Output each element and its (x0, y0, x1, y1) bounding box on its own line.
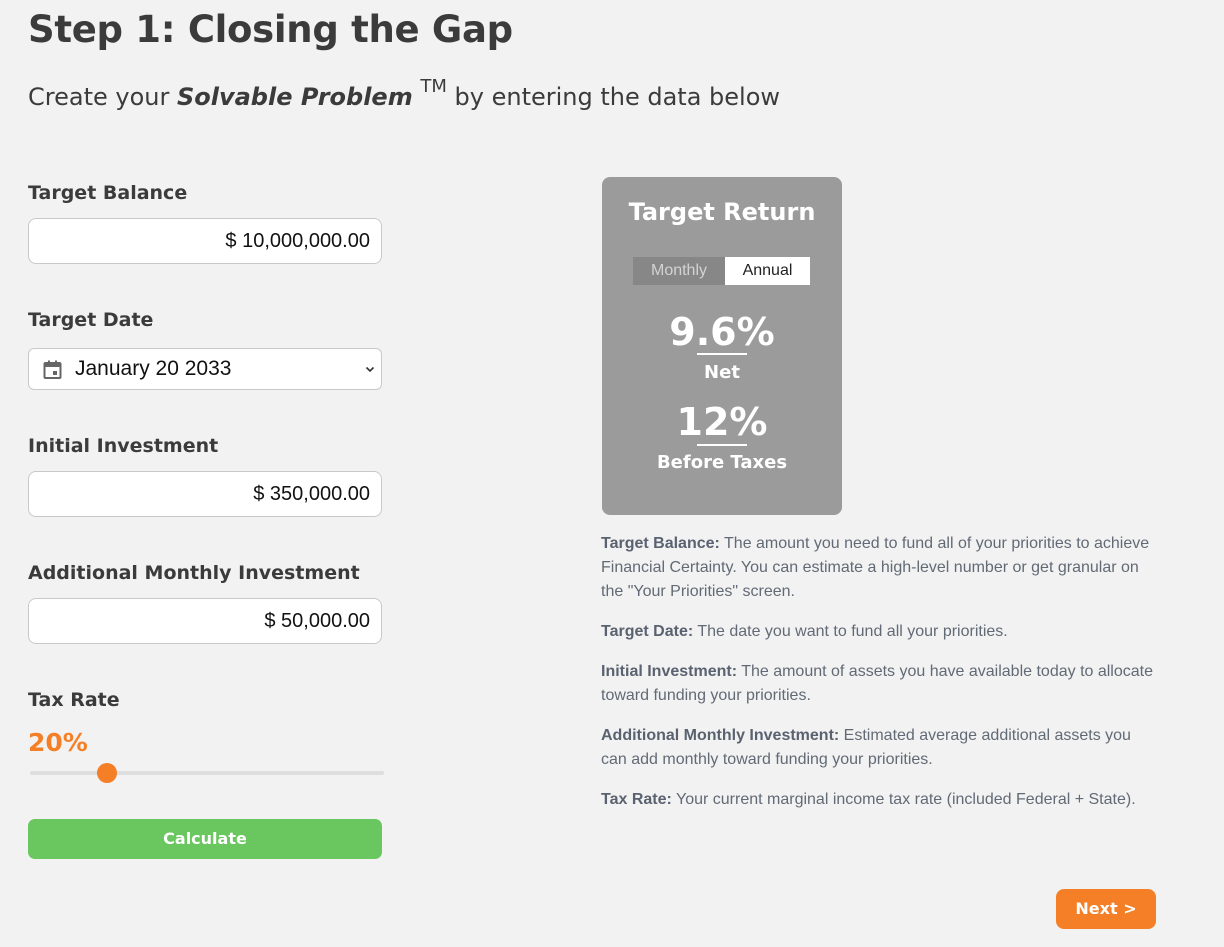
gross-return-value: 12% (676, 400, 768, 444)
description-term: Initial Investment: (601, 663, 738, 680)
page-title: Step 1: Closing the Gap (28, 8, 513, 51)
description-text: The amount you need to fund all of your … (601, 535, 1150, 600)
description-text: The date you want to fund all your prior… (693, 623, 1008, 640)
period-toggle: Monthly Annual (633, 257, 810, 285)
trademark-mark: TM (420, 76, 447, 97)
description-term: Target Date: (601, 623, 694, 640)
calendar-icon (43, 360, 62, 379)
description-text: The amount of assets you have available … (601, 663, 1153, 704)
target-balance-label: Target Balance (28, 182, 188, 204)
toggle-monthly[interactable]: Monthly (633, 257, 725, 285)
description-tax-rate: Tax Rate: Your current marginal income t… (601, 788, 1161, 812)
description-text: Estimated average additional assets you … (601, 727, 1131, 768)
description-target-date: Target Date: The date you want to fund a… (601, 620, 1161, 644)
tax-rate-label: Tax Rate (28, 689, 120, 711)
target-date-value: January 20 2033 (75, 357, 232, 380)
initial-investment-label: Initial Investment (28, 435, 219, 457)
description-text: Your current marginal income tax rate (i… (671, 791, 1136, 808)
page-subtitle: Create your Solvable Problem TM by enter… (28, 76, 781, 111)
description-term: Target Balance: (601, 535, 720, 552)
description-term: Additional Monthly Investment: (601, 727, 840, 744)
net-divider (697, 353, 747, 355)
tax-rate-value: 20% (28, 728, 88, 757)
net-return-label: Net (704, 362, 740, 383)
target-balance-input[interactable]: $ 10,000,000.00 (28, 218, 382, 264)
tax-rate-slider-track[interactable] (30, 771, 384, 775)
subtitle-suffix: by entering the data below (446, 83, 781, 111)
gross-divider (697, 444, 747, 446)
target-date-label: Target Date (28, 309, 154, 331)
initial-investment-input[interactable]: $ 350,000.00 (28, 471, 382, 517)
toggle-annual[interactable]: Annual (725, 257, 810, 285)
chevron-down-icon (365, 366, 375, 373)
net-return-value: 9.6% (669, 310, 775, 354)
description-target-balance: Target Balance: The amount you need to f… (601, 532, 1161, 604)
target-return-card: Target Return Monthly Annual 9.6% Net 12… (602, 177, 842, 515)
target-return-title: Target Return (628, 198, 816, 226)
tax-rate-slider-handle[interactable] (97, 763, 117, 783)
monthly-investment-input[interactable]: $ 50,000.00 (28, 598, 382, 644)
subtitle-emphasis: Solvable Problem (176, 83, 413, 111)
next-button[interactable]: Next > (1056, 889, 1156, 929)
description-term: Tax Rate: (601, 791, 672, 808)
monthly-investment-label: Additional Monthly Investment (28, 562, 360, 584)
gross-return-label: Before Taxes (656, 452, 788, 473)
calculate-button[interactable]: Calculate (28, 819, 382, 859)
description-initial-investment: Initial Investment: The amount of assets… (601, 660, 1161, 708)
target-date-select[interactable]: January 20 2033 (28, 348, 382, 390)
description-monthly-investment: Additional Monthly Investment: Estimated… (601, 724, 1161, 772)
subtitle-prefix: Create your (28, 83, 177, 111)
